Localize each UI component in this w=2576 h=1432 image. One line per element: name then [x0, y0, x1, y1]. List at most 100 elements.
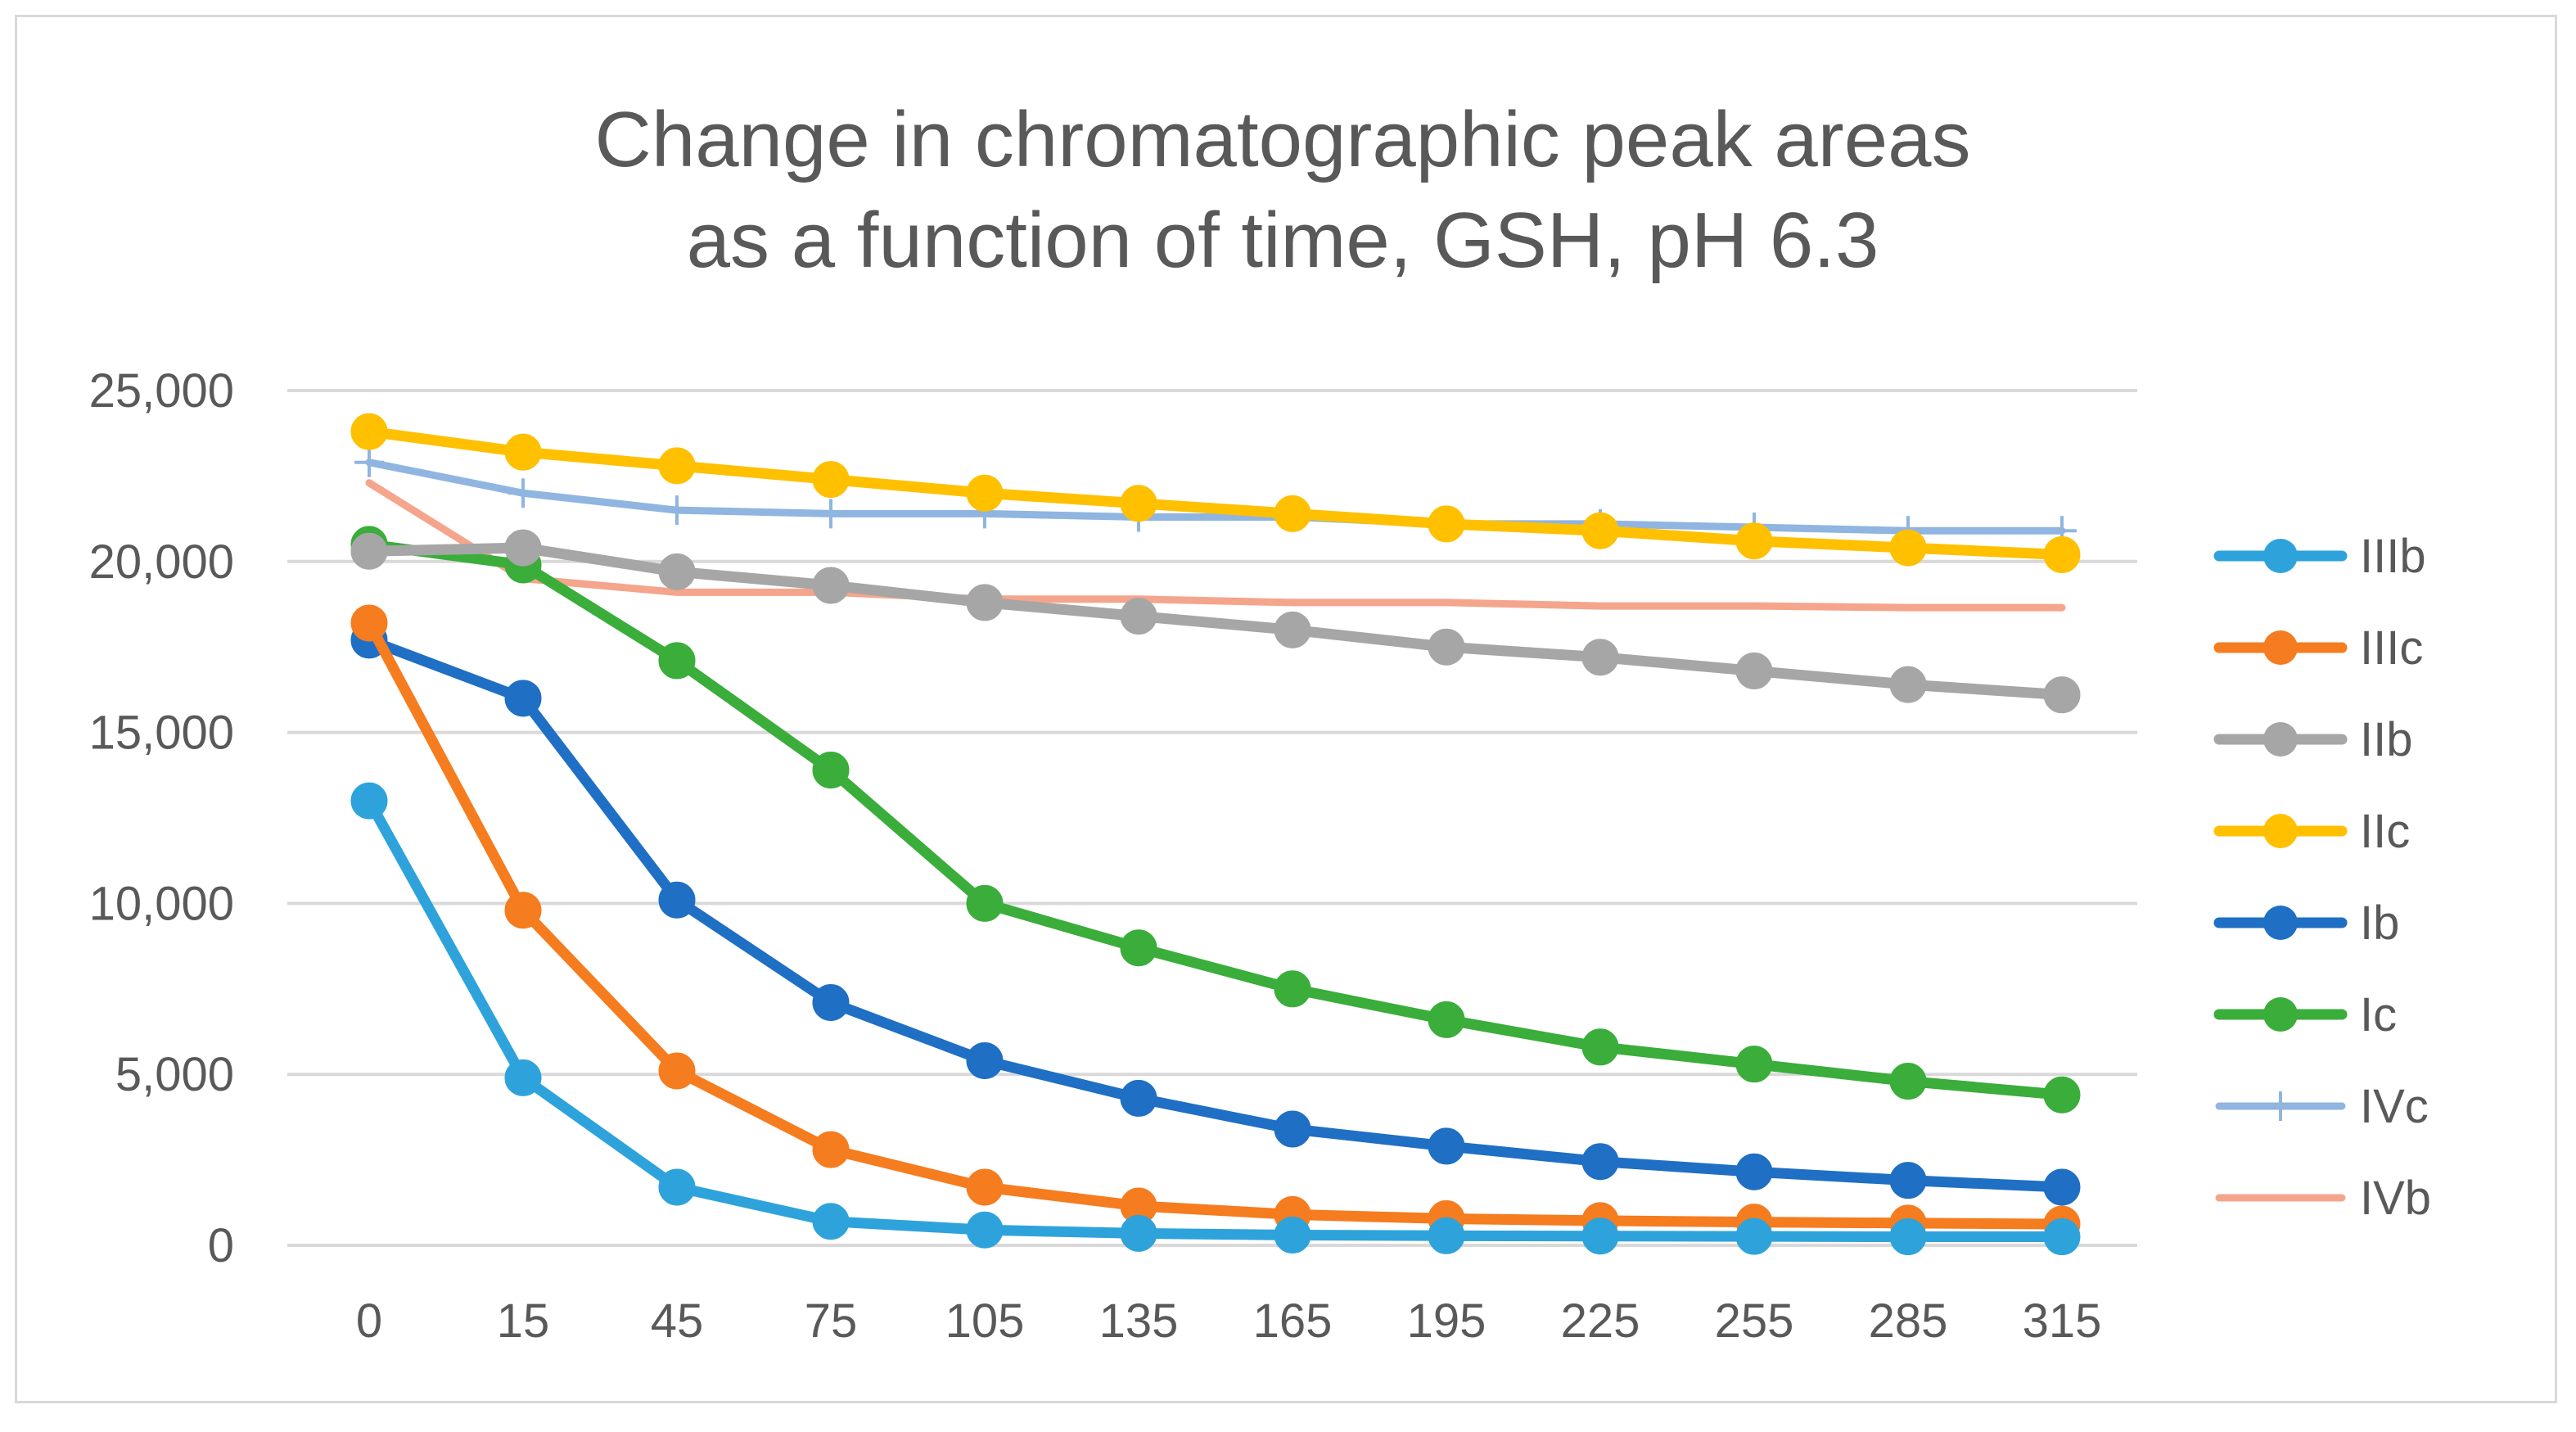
data-point-IIb [1274, 611, 1311, 648]
data-point-IIIc [504, 892, 542, 929]
data-point-Ib [1889, 1162, 1927, 1199]
data-point-IIb [1428, 628, 1465, 666]
data-point-IIIc [658, 1052, 696, 1090]
chart-title-line-1: Change in chromatographic peak areas [594, 96, 1970, 183]
x-tick-label: 195 [1407, 1294, 1487, 1348]
line-chart: Change in chromatographic peak areas as … [89, 96, 2431, 1348]
legend-swatch-marker [2263, 906, 2298, 940]
y-tick-label: 5,000 [115, 1048, 234, 1101]
series-IIb [350, 529, 2081, 714]
data-point-Ic [966, 884, 1004, 922]
legend-label: IVc [2360, 1080, 2429, 1133]
data-point-Ib [658, 881, 696, 919]
data-point-IIb [812, 567, 850, 604]
data-point-IIc [1735, 522, 1773, 560]
data-point-Ib [1120, 1079, 1157, 1117]
data-point-IIIc [350, 604, 388, 642]
data-point-IIb [1581, 639, 1619, 676]
data-point-IIIc [812, 1131, 850, 1168]
legend-swatch-marker [2266, 1091, 2295, 1121]
y-tick-label: 15,000 [89, 707, 234, 760]
x-tick-label: 285 [1869, 1294, 1948, 1348]
y-tick-label: 10,000 [89, 877, 234, 930]
data-point-IIIb [1120, 1214, 1157, 1252]
legend-item-IIc: IIc [2213, 805, 2410, 858]
data-point-IIc [504, 433, 542, 471]
data-point-IIIb [658, 1168, 696, 1206]
chart-title: Change in chromatographic peak areas as … [594, 96, 1970, 284]
data-point-IIIc [966, 1168, 1004, 1206]
series-line-IVb [365, 479, 2066, 612]
data-point-Ib [1581, 1143, 1619, 1181]
data-point-IIb [966, 584, 1004, 621]
data-point-IIb [658, 553, 696, 590]
series-IIc [350, 413, 2081, 573]
data-point-IIIb [504, 1059, 542, 1096]
legend: IIIb IIIc IIb IIc Ib Ic IVc IVb [2213, 530, 2431, 1225]
legend-label: IIb [2360, 713, 2413, 766]
y-axis-tick-labels: 0 5,000 10,000 15,000 20,000 25,000 [89, 364, 234, 1272]
legend-label: IIIb [2360, 530, 2426, 583]
series-line-Ic [363, 539, 2068, 1100]
data-point-IIc [1274, 495, 1311, 532]
legend-item-IIIc: IIIc [2213, 621, 2423, 675]
data-point-Ic [1581, 1028, 1619, 1066]
legend-item-IIb: IIb [2213, 713, 2413, 766]
chart-frame: Change in chromatographic peak areas as … [15, 15, 2557, 1403]
series-line-IIc [363, 426, 2068, 560]
legend-swatch-marker [2263, 539, 2298, 573]
data-point-IIIb [350, 782, 388, 820]
legend-item-Ib: Ib [2213, 897, 2399, 950]
legend-label: Ic [2360, 988, 2397, 1041]
data-point-Ic [2043, 1076, 2081, 1114]
data-point-IIc [1889, 529, 1927, 567]
data-point-IIIb [1889, 1218, 1927, 1256]
data-point-IIIb [966, 1211, 1004, 1249]
legend-label: Ib [2360, 897, 2399, 950]
series-IIIb [350, 782, 2081, 1256]
legend-label: IIc [2360, 805, 2410, 858]
x-tick-label: 75 [805, 1294, 858, 1348]
y-tick-label: 0 [208, 1219, 234, 1272]
data-point-IIc [812, 461, 850, 499]
data-point-IIc [1581, 512, 1619, 549]
data-point-IIc [1428, 505, 1465, 543]
chart-title-line-2: as a function of time, GSH, pH 6.3 [687, 197, 1879, 284]
legend-swatch-marker [2263, 722, 2298, 757]
series-Ib [350, 621, 2081, 1206]
legend-item-IVb: IVb [2215, 1172, 2431, 1225]
series-IVb [365, 479, 2066, 612]
data-point-IIc [2043, 535, 2081, 573]
data-point-IVc [354, 447, 384, 477]
data-point-Ib [504, 680, 542, 717]
data-point-IIb [1889, 666, 1927, 703]
data-point-Ic [1120, 929, 1157, 967]
x-axis-tick-labels: 0 15 45 75 105 135 165 195 225 255 285 315 [356, 1294, 2102, 1348]
legend-label: IIIc [2360, 621, 2423, 675]
data-point-IIIb [1735, 1217, 1773, 1255]
x-tick-label: 0 [356, 1294, 382, 1348]
data-point-IIIb [812, 1203, 850, 1240]
data-point-IIb [1120, 598, 1157, 635]
data-point-Ib [812, 984, 850, 1022]
data-point-IIIb [1274, 1216, 1311, 1254]
x-tick-label: 105 [945, 1294, 1025, 1348]
x-tick-label: 255 [1715, 1294, 1794, 1348]
data-point-IIc [966, 474, 1004, 512]
series-line-IIIc [363, 617, 2068, 1230]
data-point-IIb [350, 532, 388, 570]
x-tick-label: 15 [497, 1294, 550, 1348]
data-point-IIIb [1581, 1217, 1619, 1255]
series-lines [350, 413, 2081, 1256]
series-line-IVc [365, 459, 2066, 535]
data-point-IIb [1735, 652, 1773, 689]
legend-swatch-marker [2263, 630, 2298, 665]
data-point-IIIb [1428, 1217, 1465, 1254]
x-tick-label: 45 [651, 1294, 704, 1348]
data-point-Ib [1735, 1153, 1773, 1190]
data-point-IIb [2043, 676, 2081, 714]
y-tick-label: 25,000 [89, 364, 234, 418]
x-tick-label: 135 [1099, 1294, 1179, 1348]
legend-item-IIIb: IIIb [2213, 530, 2426, 583]
data-point-IIIb [2043, 1218, 2081, 1256]
